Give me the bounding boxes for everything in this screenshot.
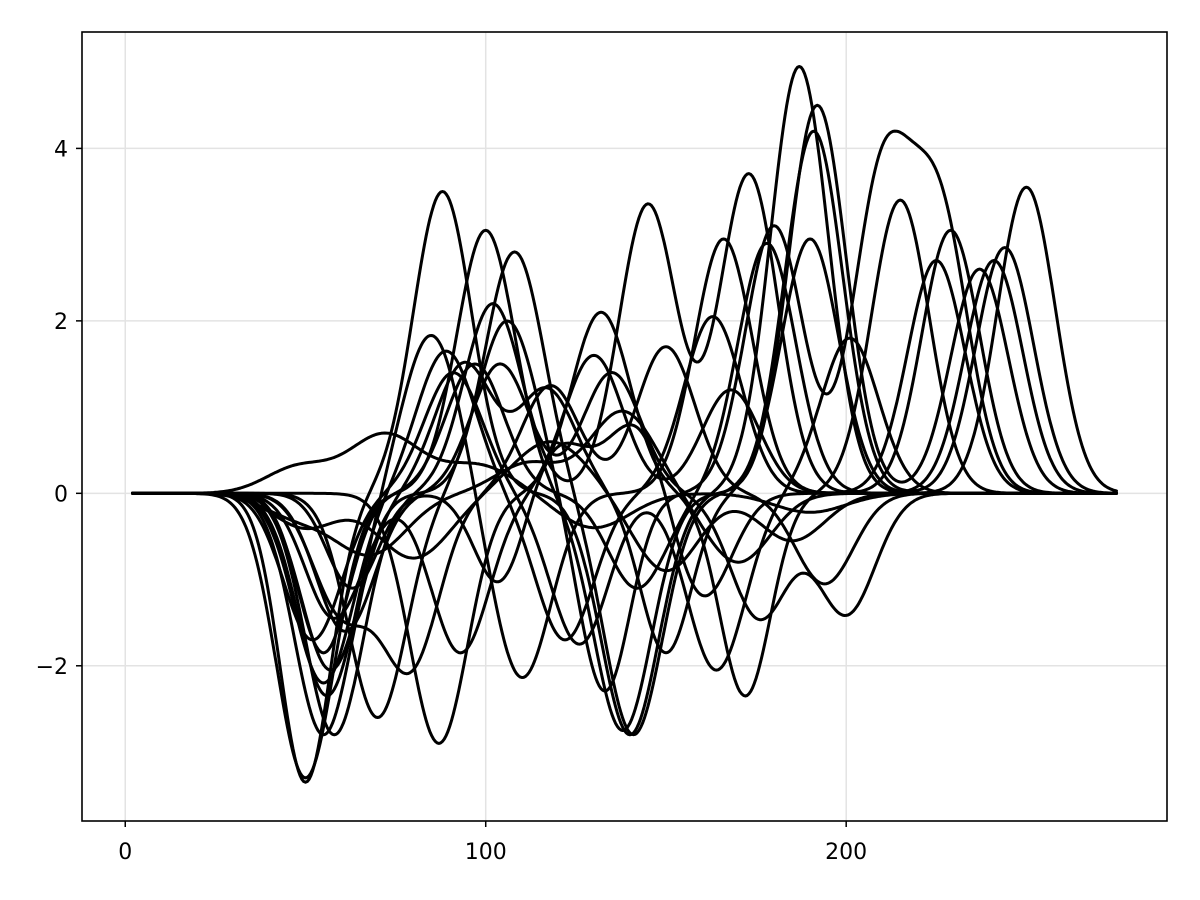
tick-labels: 0 100 200 −2 0 2 4 xyxy=(36,137,868,865)
series-line-12 xyxy=(131,362,1118,633)
series-line-6 xyxy=(131,198,1118,745)
series-line-5 xyxy=(131,129,1118,719)
series-lines xyxy=(131,65,1118,784)
plot-frame xyxy=(81,31,1168,822)
x-tick-label: 100 xyxy=(465,840,507,865)
x-tick-label: 0 xyxy=(118,840,132,865)
series-line-18 xyxy=(131,409,1118,564)
axis-ticks xyxy=(76,147,847,827)
x-tick-label: 200 xyxy=(825,840,867,865)
y-tick-label: 4 xyxy=(54,137,68,162)
series-line-1 xyxy=(131,65,1118,784)
y-tick-label: 0 xyxy=(54,482,68,507)
series-line-2 xyxy=(131,103,1118,780)
y-tick-label: 2 xyxy=(54,310,68,335)
y-tick-label: −2 xyxy=(36,655,68,680)
series-line-7 xyxy=(131,237,1118,698)
series-line-3 xyxy=(131,129,1118,737)
